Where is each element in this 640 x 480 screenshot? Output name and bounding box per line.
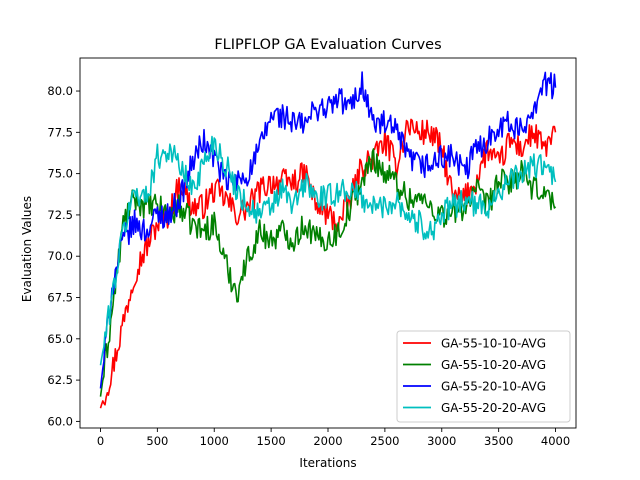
y-tick-label: 75.0: [47, 167, 73, 181]
y-tick-label: 72.5: [47, 208, 73, 222]
x-tick-label: 1000: [200, 434, 229, 448]
x-tick-label: 500: [146, 434, 168, 448]
x-tick-label: 1500: [256, 434, 285, 448]
series-line-2: [99, 148, 557, 397]
x-tick-label: 2500: [370, 434, 399, 448]
y-tick-label: 80.0: [47, 84, 73, 98]
x-tick-label: 3500: [484, 434, 513, 448]
series-layer: [99, 71, 557, 409]
y-tick-label: 65.0: [47, 332, 73, 346]
x-tick-label: 0: [97, 434, 104, 448]
legend-box: [396, 330, 571, 423]
legend: GA-55-10-10-AVG GA-55-10-20-AVG GA-55-20-1…: [396, 330, 571, 423]
x-tick-label: 3000: [427, 434, 456, 448]
x-axis-label: Iterations: [299, 456, 356, 470]
y-tick-label: 67.5: [47, 291, 73, 305]
y-tick-label: 60.0: [47, 414, 73, 428]
series-line-4: [99, 135, 557, 366]
series-line-1: [99, 118, 557, 409]
y-axis-label: Evaluation Values: [20, 196, 34, 302]
chart-title: FLIPFLOP GA Evaluation Curves: [214, 37, 441, 53]
x-tick-label: 4000: [541, 434, 570, 448]
x-tick-label: 2000: [313, 434, 342, 448]
legend-label-4: GA-55-20-20-AVG: [441, 401, 546, 415]
legend-label-2: GA-55-10-20-AVG: [441, 358, 546, 372]
series-line-3: [99, 71, 557, 389]
y-tick-label: 70.0: [47, 249, 73, 263]
legend-label-1: GA-55-10-10-AVG: [441, 337, 546, 351]
legend-label-3: GA-55-20-10-AVG: [441, 380, 546, 394]
axes-layer: 0 500 1000 1500 2000 2500 3000 3500 4000 60.0 62.5…: [47, 57, 577, 448]
y-tick-label: 77.5: [47, 125, 73, 139]
y-tick-label: 62.5: [47, 373, 73, 387]
